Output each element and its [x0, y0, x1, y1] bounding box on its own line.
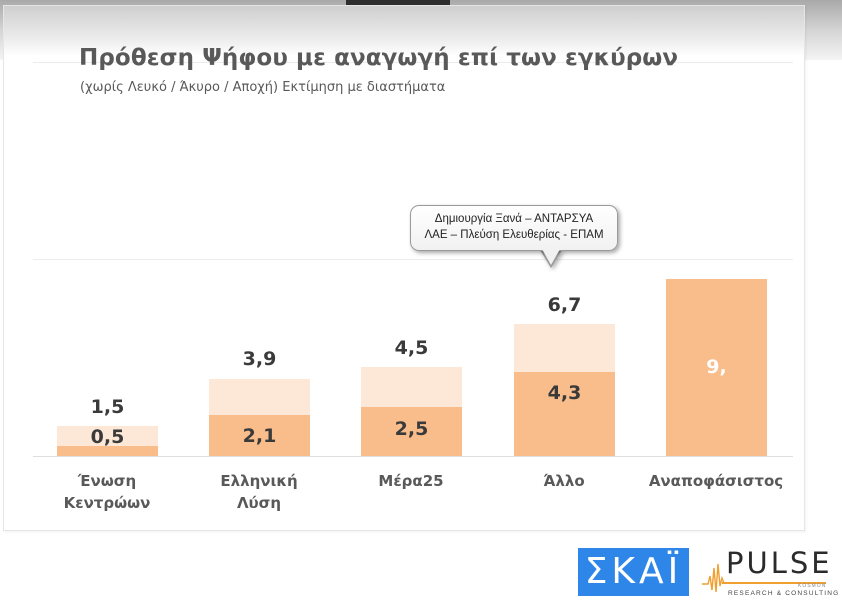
- bar-mera25-low: [361, 407, 462, 456]
- high-label-allo: 6,7: [547, 294, 582, 316]
- pulse-wordmark: PULSE: [726, 546, 833, 580]
- category-label-mera25: Μέρα25: [378, 472, 444, 490]
- pulse-underline: [722, 582, 826, 584]
- category-label-line1: Ένωση: [77, 472, 137, 490]
- pulse-tagline: RESEARCH & CONSULTING: [728, 590, 840, 597]
- bar-elliniki-lysi-low: [209, 415, 310, 456]
- category-label-enosi-kentroon: Ένωση Κεντρώων: [37, 470, 177, 514]
- high-label-enosi-kentroon: 1,5: [90, 396, 125, 418]
- low-label-elliniki-lysi: 2,1: [242, 425, 277, 447]
- pulse-kosmon-text: KOSMON: [798, 583, 827, 589]
- high-label-mera25: 4,5: [394, 337, 429, 359]
- x-axis-line: [33, 456, 793, 457]
- callout-line1: Δημιουργία Ξανά – ΑΝΤΑΡΣΥΑ: [434, 213, 594, 225]
- callout-annotation: Δημιουργία Ξανά – ΑΝΤΑΡΣΥΑ ΛΑΕ – Πλεύση …: [410, 205, 618, 251]
- bar-allo-low: [514, 372, 615, 456]
- category-label-line1: Ελληνική: [220, 472, 298, 490]
- skai-logo: ΣΚΑΪ: [578, 548, 689, 596]
- low-label-enosi-kentroon: 0,5: [90, 426, 125, 448]
- category-label-line2: Λύση: [236, 494, 282, 512]
- callout-line2: ΛΑΕ – Πλεύση Ελευθερίας - ΕΠΑΜ: [424, 229, 604, 241]
- chart-subtitle: (χωρίς Λευκό / Άκυρο / Αποχή) Εκτίμηση μ…: [80, 80, 446, 95]
- bar-anapofasistos: [666, 279, 767, 456]
- low-label-allo: 4,3: [547, 382, 582, 404]
- gridline-mid: [33, 259, 793, 260]
- gridline-top: [33, 62, 793, 63]
- category-label-elliniki-lysi: Ελληνική Λύση: [189, 470, 329, 514]
- slide-top-fade: [4, 6, 804, 56]
- category-label-anapofasistos: Αναποφάσιστος: [648, 472, 784, 490]
- pulse-heartbeat-icon: [702, 563, 732, 593]
- pulse-logo: PULSE KOSMON RESEARCH & CONSULTING: [702, 546, 838, 598]
- callout-pointer-fill: [542, 249, 560, 265]
- chart-title: Πρόθεση Ψήφου με αναγωγή επί των εγκύρων: [79, 45, 679, 71]
- category-label-allo: Άλλο: [543, 472, 585, 490]
- low-label-mera25: 2,5: [394, 418, 429, 440]
- top-tab-handle: [346, 0, 450, 8]
- value-label-anapofasistos: 9,: [706, 356, 727, 378]
- category-label-line2: Κεντρώων: [63, 494, 151, 512]
- bar-enosi-kentroon-low: [57, 446, 158, 456]
- high-label-elliniki-lysi: 3,9: [242, 348, 277, 370]
